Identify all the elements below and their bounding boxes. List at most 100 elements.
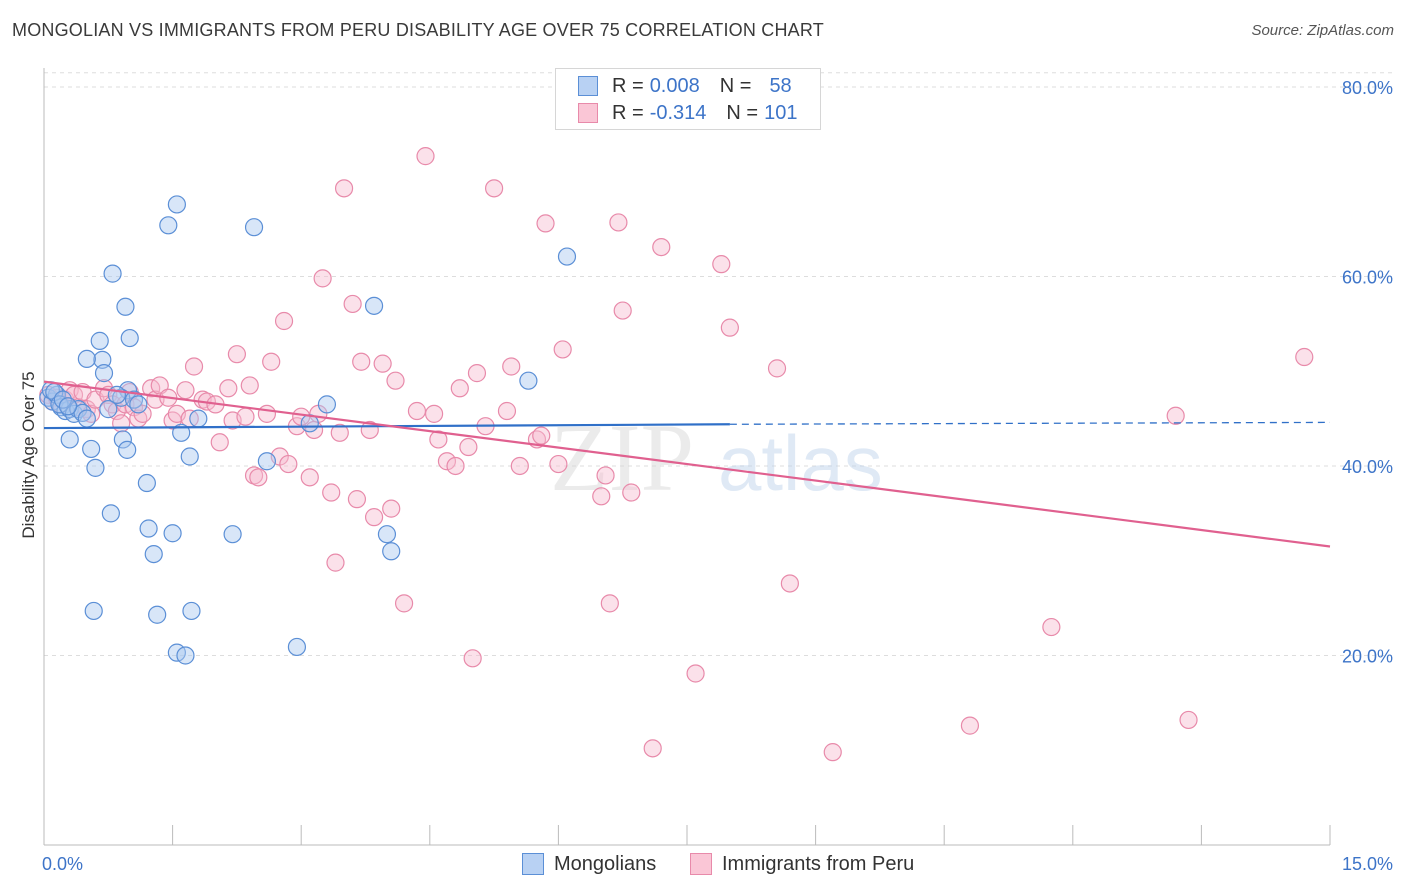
peru-point (536, 214, 555, 233)
mongolian-point (159, 216, 178, 235)
peru-point (463, 649, 482, 668)
mongolian-point (144, 544, 163, 564)
legend-n-value: 58 (769, 74, 792, 97)
mongolian-point (86, 458, 105, 477)
peru-point (240, 376, 259, 395)
peru-point (960, 716, 980, 735)
peru-point (446, 456, 465, 476)
mongolian-point (377, 525, 397, 544)
mongolian-point (116, 297, 135, 316)
source-credit: Source: ZipAtlas.com (1251, 22, 1394, 39)
legend-swatch-peru (690, 853, 712, 875)
mongolian-point (223, 525, 242, 544)
mongolian-point (176, 646, 195, 665)
mongolian-point (113, 430, 132, 449)
peru-point (1166, 406, 1185, 425)
axes (43, 68, 1331, 846)
mongolian-point (58, 397, 78, 416)
mongolian-point (137, 473, 156, 493)
peru-point (176, 381, 195, 400)
legend-item-peru[interactable]: Immigrants from Peru (690, 851, 914, 877)
mongolian-point (84, 601, 103, 621)
watermark-atlas: atlas (718, 419, 883, 507)
legend-r-value: -0.314 (649, 101, 707, 124)
mongolian-point (99, 400, 118, 419)
peru-point (485, 179, 504, 198)
legend-r-value: 0.008 (649, 74, 700, 97)
peru-point (210, 433, 229, 452)
mongolian-point (93, 350, 112, 369)
peru-point (274, 311, 294, 331)
watermark-zip: ZIP (550, 404, 694, 511)
mongolian-point (94, 364, 114, 383)
peru-point (300, 468, 319, 487)
peru-trend-line (43, 380, 1331, 548)
peru-point (133, 404, 152, 423)
peru-point (643, 739, 662, 758)
peru-point (823, 743, 842, 762)
mongolian-point (317, 395, 337, 414)
peru-point (257, 404, 277, 423)
peru-point (262, 352, 281, 371)
y-tick-label: 40.0% (1342, 457, 1393, 477)
mongolian-point (118, 381, 138, 400)
legend-label-mongolians: Mongolians (554, 852, 657, 875)
y-tick-label: 80.0% (1342, 78, 1393, 98)
peru-point (686, 664, 705, 683)
peru-point (613, 301, 632, 320)
legend-item-mongolians[interactable]: Mongolians (522, 851, 656, 877)
peru-point (386, 371, 405, 390)
peru-point (219, 379, 238, 398)
peru-point (424, 404, 444, 423)
legend-swatch-mongolians (522, 853, 544, 875)
peru-point (394, 594, 414, 613)
mongolian-point (172, 423, 191, 442)
peru-point (1295, 347, 1314, 367)
legend-row-peru: R = -0.314 N = 101 (578, 100, 797, 126)
peru-point (343, 294, 362, 314)
peru-point (437, 452, 457, 471)
y-tick-label: 60.0% (1342, 267, 1393, 287)
peru-point (313, 269, 332, 288)
peru-point (600, 594, 619, 613)
peru-point (532, 426, 551, 445)
mongolian-point (163, 524, 182, 543)
mongolian-point (180, 447, 199, 466)
mongolian-points (39, 195, 577, 665)
mongolian-point (77, 349, 96, 369)
y-axis-label: Disability Age Over 75 (19, 371, 38, 538)
peru-point (326, 553, 345, 572)
peru-point (553, 340, 572, 359)
peru-point (459, 437, 478, 457)
peru-point (322, 483, 341, 502)
tick-labels: 20.0% 40.0% 60.0% 80.0% 0.0% 15.0% (42, 78, 1393, 874)
mongolian-point (148, 605, 167, 624)
peru-point (592, 487, 611, 506)
legend-label-peru: Immigrants from Peru (722, 852, 915, 875)
peru-point (467, 364, 487, 383)
legend-n-value: 101 (764, 101, 798, 124)
peru-point (767, 359, 787, 378)
peru-point (780, 574, 799, 593)
legend-row-mongolians: R = 0.008 N = 58 (578, 73, 792, 99)
mongolian-point (118, 440, 137, 459)
mongolian-point (244, 218, 264, 237)
peru-point (1179, 710, 1198, 730)
mongolian-point (101, 504, 120, 523)
legend-n-label: N = (719, 74, 752, 97)
legend-n-label: N = (726, 101, 759, 124)
peru-point (407, 401, 427, 421)
peru-point (227, 345, 246, 364)
peru-point (279, 454, 298, 474)
peru-point (352, 352, 371, 371)
peru-point (184, 357, 204, 376)
peru-point (112, 414, 131, 433)
mongolian-point (77, 409, 96, 428)
peru-point (622, 483, 641, 502)
peru-point (596, 466, 615, 485)
mongolian-point (60, 430, 79, 449)
mongolian-point (139, 519, 158, 538)
peru-point (249, 468, 268, 487)
correlation-legend: R = 0.008 N = 58 R = -0.314 N = 101 (555, 68, 821, 130)
